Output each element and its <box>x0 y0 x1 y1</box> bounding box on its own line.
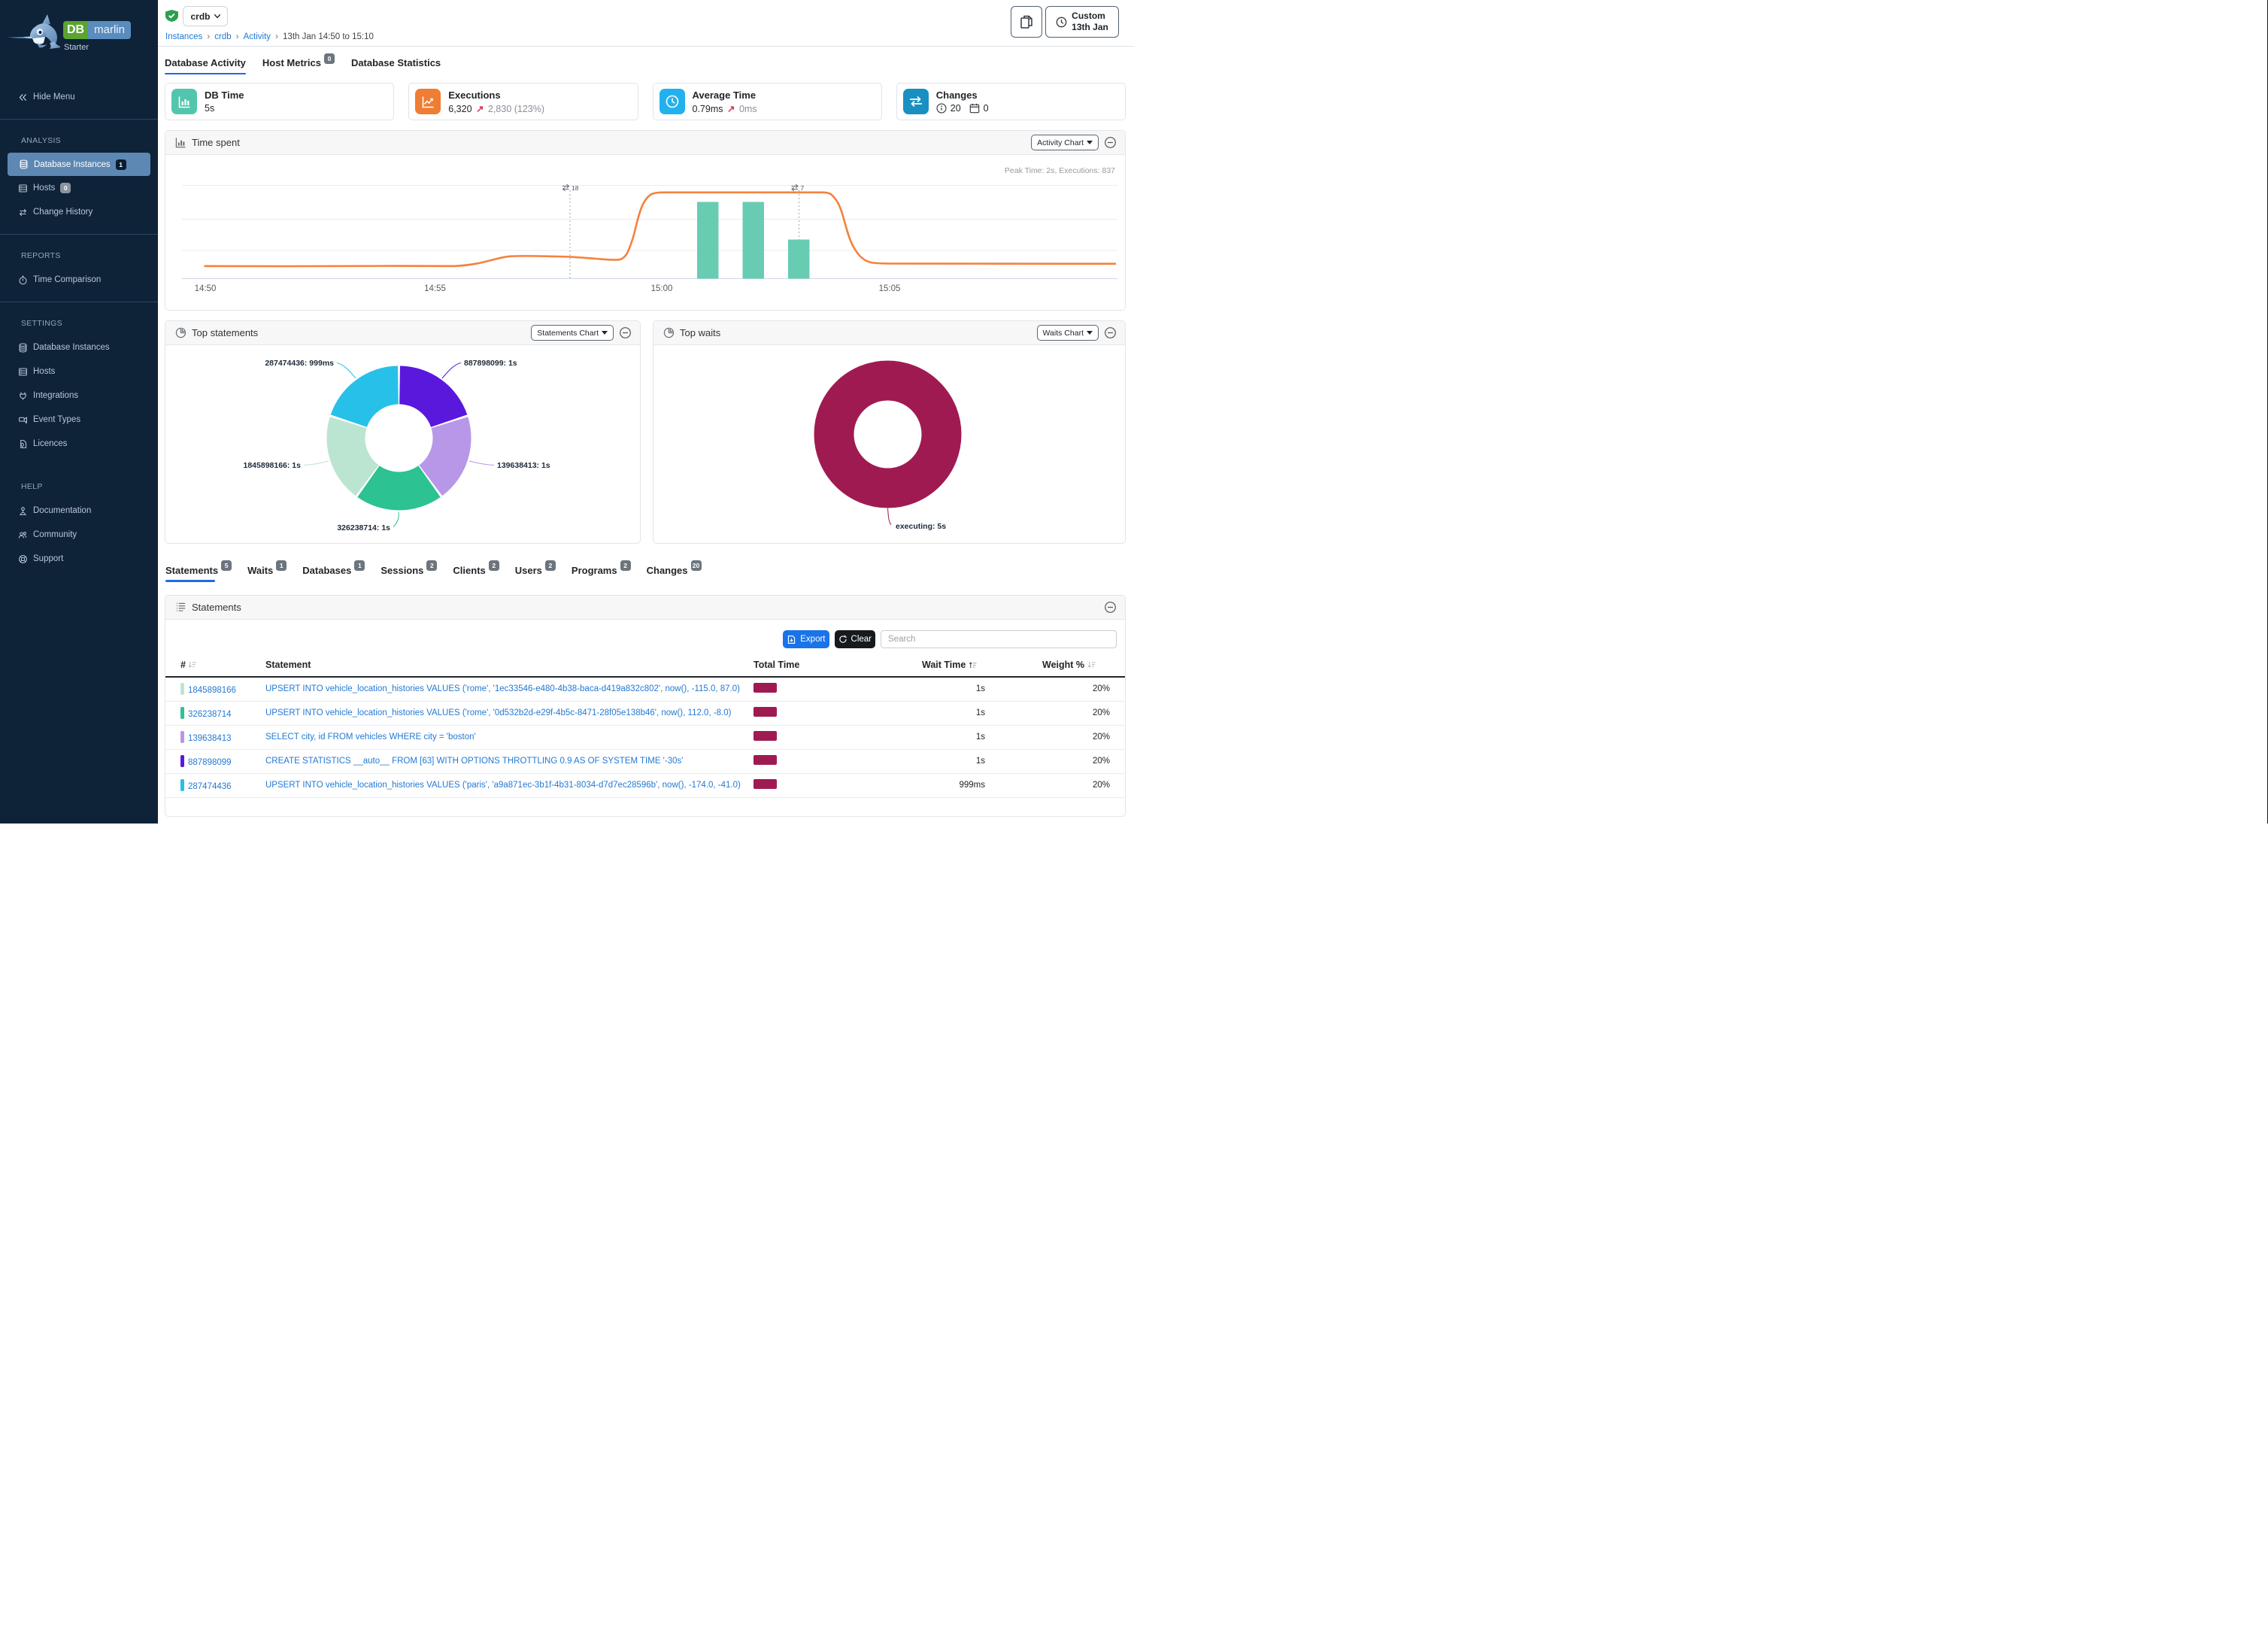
svg-text:14:50: 14:50 <box>195 284 217 293</box>
svg-text:1845898166: 1s: 1845898166: 1s <box>244 461 302 470</box>
svg-text:287474436: 999ms: 287474436: 999ms <box>265 359 334 368</box>
svg-text:887898099: 1s: 887898099: 1s <box>464 359 517 368</box>
svg-text:15:05: 15:05 <box>879 284 901 293</box>
svg-text:Peak Time: 2s, Executions: 837: Peak Time: 2s, Executions: 837 <box>1005 166 1115 175</box>
svg-text:18: 18 <box>572 184 579 192</box>
svg-text:14:55: 14:55 <box>424 284 446 293</box>
svg-text:139638413: 1s: 139638413: 1s <box>497 461 550 470</box>
svg-text:7: 7 <box>801 184 805 192</box>
svg-text:326238714: 1s: 326238714: 1s <box>337 523 390 532</box>
svg-text:executing: 5s: executing: 5s <box>896 522 946 531</box>
svg-text:15:00: 15:00 <box>651 284 673 293</box>
